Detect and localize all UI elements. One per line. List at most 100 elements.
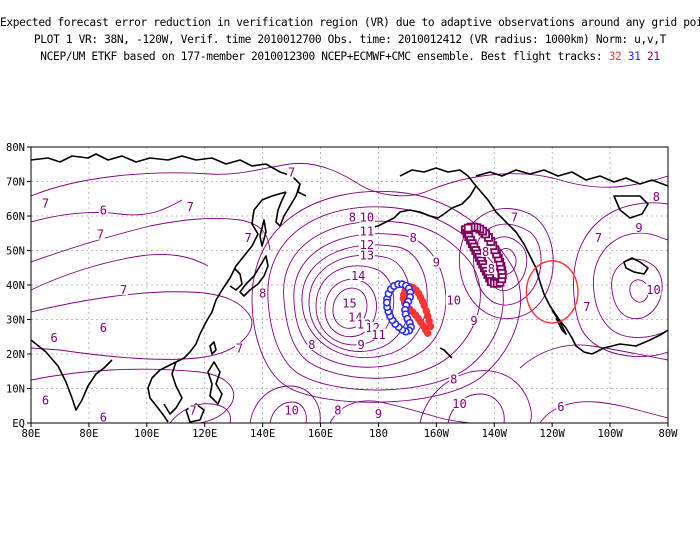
contour-label-bg — [510, 211, 520, 223]
contour-label: 14 — [351, 269, 365, 283]
x-tick-label: 140E — [250, 428, 275, 440]
contour-label: 7 — [97, 228, 104, 242]
contour-8-south-east — [419, 370, 532, 423]
contour-7-south — [169, 403, 231, 423]
contour-6-north — [31, 199, 183, 223]
contour-label-bg — [356, 339, 366, 351]
y-tick-label: EQ — [12, 418, 25, 430]
contour-label: 8 — [653, 190, 660, 204]
contour-label: 6 — [100, 321, 107, 335]
contour-7-south-east — [519, 344, 668, 369]
contour-lines — [31, 162, 668, 423]
contour-label-bg — [486, 263, 496, 275]
track-31-label: 31 — [627, 50, 641, 63]
contour-label: 9 — [635, 221, 642, 235]
track-21-label: 21 — [646, 50, 660, 63]
contour-label-bg — [283, 404, 300, 416]
contour-label: 8 — [450, 373, 457, 387]
contour-label: 8 — [259, 286, 266, 300]
contour-label: 10 — [452, 397, 466, 411]
contour-label-bg — [408, 232, 418, 244]
contour-10-far-east — [629, 279, 649, 303]
contour-label-bg — [287, 166, 297, 178]
contour-label-bg — [634, 221, 644, 233]
contour-label-bg — [358, 211, 375, 223]
x-tick-label: 120W — [540, 428, 566, 440]
x-tick-label: 100W — [597, 428, 623, 440]
contour-7-far-east — [573, 202, 668, 357]
contour-label-bg — [449, 373, 459, 385]
contour-label-bg — [451, 397, 468, 409]
contour-label-bg — [469, 314, 479, 326]
coastline-baja — [551, 309, 567, 335]
contour-label: 12 — [360, 238, 374, 252]
contour-label-bg — [651, 190, 661, 202]
contour-label: 6 — [100, 204, 107, 218]
contour-label-bg — [243, 232, 253, 244]
contour-label: 6 — [42, 393, 49, 407]
contour-label: 7 — [288, 166, 295, 180]
flight-tracks — [382, 222, 507, 337]
coastline-canada-arctic — [475, 169, 668, 187]
contour-label-bg — [350, 270, 367, 282]
y-tick-label: 10N — [6, 384, 25, 396]
contour-label-bg — [188, 404, 198, 416]
coastline-east-asia — [147, 191, 287, 423]
coastline-korea — [229, 267, 243, 291]
x-tick-label: 140W — [482, 428, 508, 440]
contour-9-central — [283, 220, 481, 379]
contour-label: 8 — [349, 210, 356, 224]
contour-label: 7 — [236, 342, 243, 356]
contour-label-bg — [40, 197, 50, 209]
contour-label-bg — [40, 394, 50, 406]
contour-label: 9 — [357, 338, 364, 352]
contour-7-asia — [31, 291, 253, 360]
contour-label-bg — [373, 408, 383, 420]
coastline-indochina — [163, 361, 183, 415]
y-tick-label: 50N — [6, 246, 25, 258]
contour-label-bg — [307, 339, 317, 351]
contour-label: 13 — [360, 248, 374, 262]
contour-6-west — [31, 254, 209, 291]
coastline-sakhalin — [259, 219, 267, 247]
coastline-taiwan — [209, 341, 217, 355]
track-32-marker — [423, 329, 432, 337]
y-tick-label: 30N — [6, 315, 25, 327]
contour-label: 8 — [410, 231, 417, 245]
contour-label-bg — [445, 294, 462, 306]
x-tick-label: 180 — [369, 428, 388, 440]
contour-label-bg — [98, 321, 108, 333]
contour-label-bg — [358, 249, 375, 261]
contour-label: 6 — [557, 400, 564, 414]
contour-label-bg — [594, 232, 604, 244]
contour-label-bg — [582, 301, 592, 313]
contour-6-south-east — [539, 401, 668, 423]
contour-label: 7 — [187, 200, 194, 214]
contour-label: 7 — [42, 197, 49, 211]
contour-label-bg — [347, 211, 357, 223]
contour-8-far-east — [592, 232, 668, 338]
contour-label-bg — [358, 239, 375, 251]
contour-label-bg — [364, 321, 381, 333]
contour-8-central — [267, 206, 504, 391]
coastline-kamchatka — [275, 183, 301, 227]
contour-label-bg — [481, 245, 491, 257]
y-tick-label: 80N — [6, 142, 25, 154]
x-tick-label: 80W — [659, 428, 679, 440]
verification-circle — [525, 260, 579, 324]
graticule — [31, 147, 668, 423]
contour-label: 8 — [482, 245, 489, 259]
coastline-gulf-mexico — [591, 329, 668, 355]
title-line-3: NCEP/UM ETKF based on 177-member 2010012… — [0, 48, 700, 65]
contour-label: 10 — [360, 210, 374, 224]
contour-label-bg — [98, 204, 108, 216]
contour-label: 6 — [51, 331, 58, 345]
contour-label: 7 — [511, 210, 518, 224]
contour-label: 11 — [371, 328, 385, 342]
contour-label-bg — [645, 283, 662, 295]
contour-label: 10 — [284, 404, 298, 418]
contour-label: 9 — [470, 314, 477, 328]
contour-label: 6 — [100, 411, 107, 425]
contour-label-bg — [370, 328, 387, 340]
